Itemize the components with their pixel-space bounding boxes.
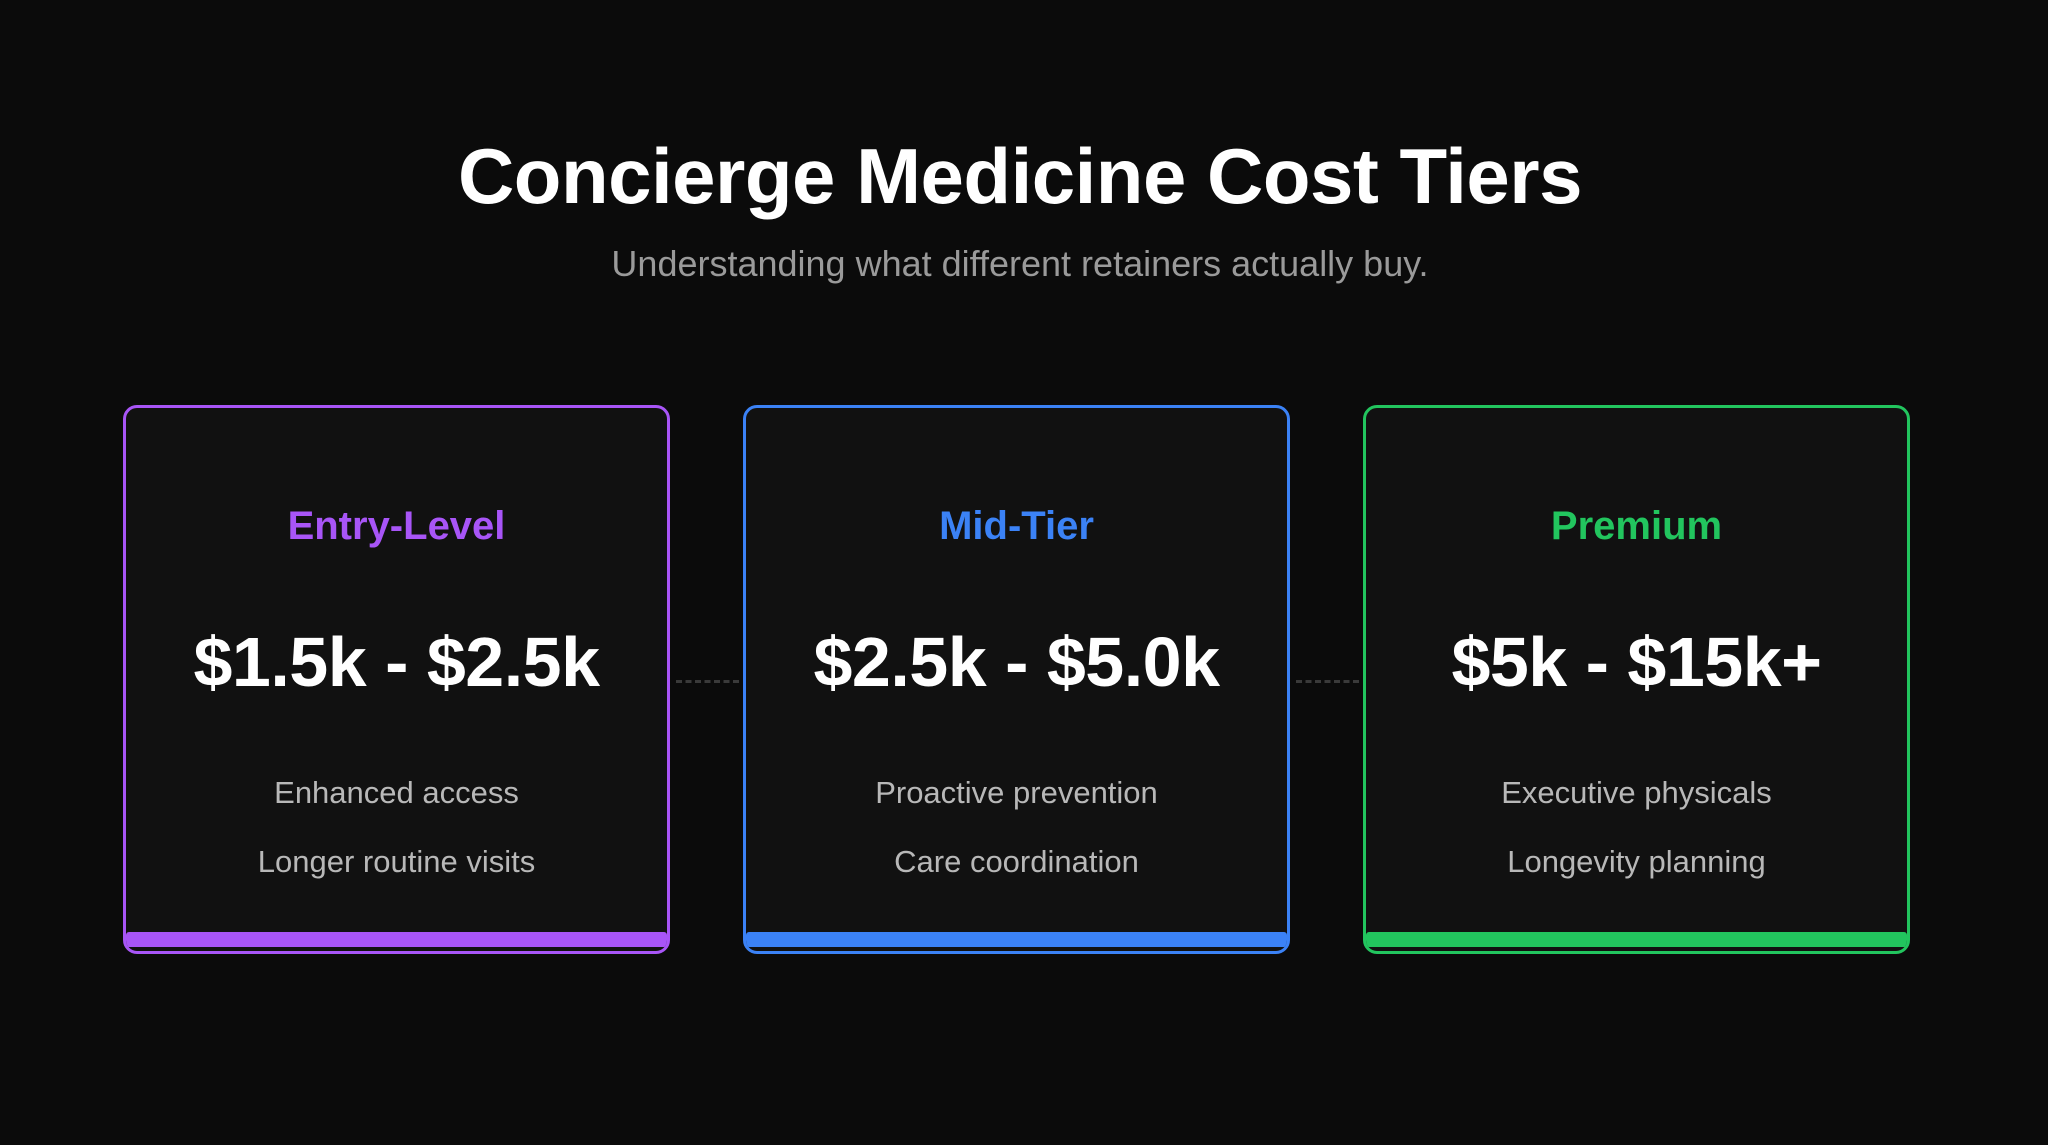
tier-price: $5k - $15k+: [1451, 623, 1822, 701]
tier-accent-bar: [746, 932, 1287, 947]
tier-price: $2.5k - $5.0k: [813, 623, 1220, 701]
page-subtitle: Understanding what different retainers a…: [611, 243, 1429, 284]
tier-price: $1.5k - $2.5k: [193, 623, 600, 701]
tier-name: Premium: [1550, 504, 1723, 548]
tier-connector-1: [676, 680, 739, 683]
page-title: Concierge Medicine Cost Tiers: [457, 132, 1583, 220]
tier-name: Mid-Tier: [939, 504, 1094, 548]
tier-connector-2: [1296, 680, 1359, 683]
tier-name: Entry-Level: [287, 504, 506, 548]
tier-accent-bar: [126, 932, 667, 947]
tier-feature: Enhanced access: [274, 775, 519, 810]
tier-feature: Care coordination: [894, 844, 1139, 879]
tier-card-premium: Premium $5k - $15k+ Executive physicals …: [1363, 405, 1910, 954]
tier-feature: Longer routine visits: [257, 844, 536, 879]
tier-accent-bar: [1366, 932, 1907, 947]
tier-feature: Longevity planning: [1507, 844, 1766, 879]
tier-feature: Executive physicals: [1501, 775, 1772, 810]
tier-feature: Proactive prevention: [875, 775, 1158, 810]
tier-card-entry-level: Entry-Level $1.5k - $2.5k Enhanced acces…: [123, 405, 670, 954]
tier-card-mid-tier: Mid-Tier $2.5k - $5.0k Proactive prevent…: [743, 405, 1290, 954]
